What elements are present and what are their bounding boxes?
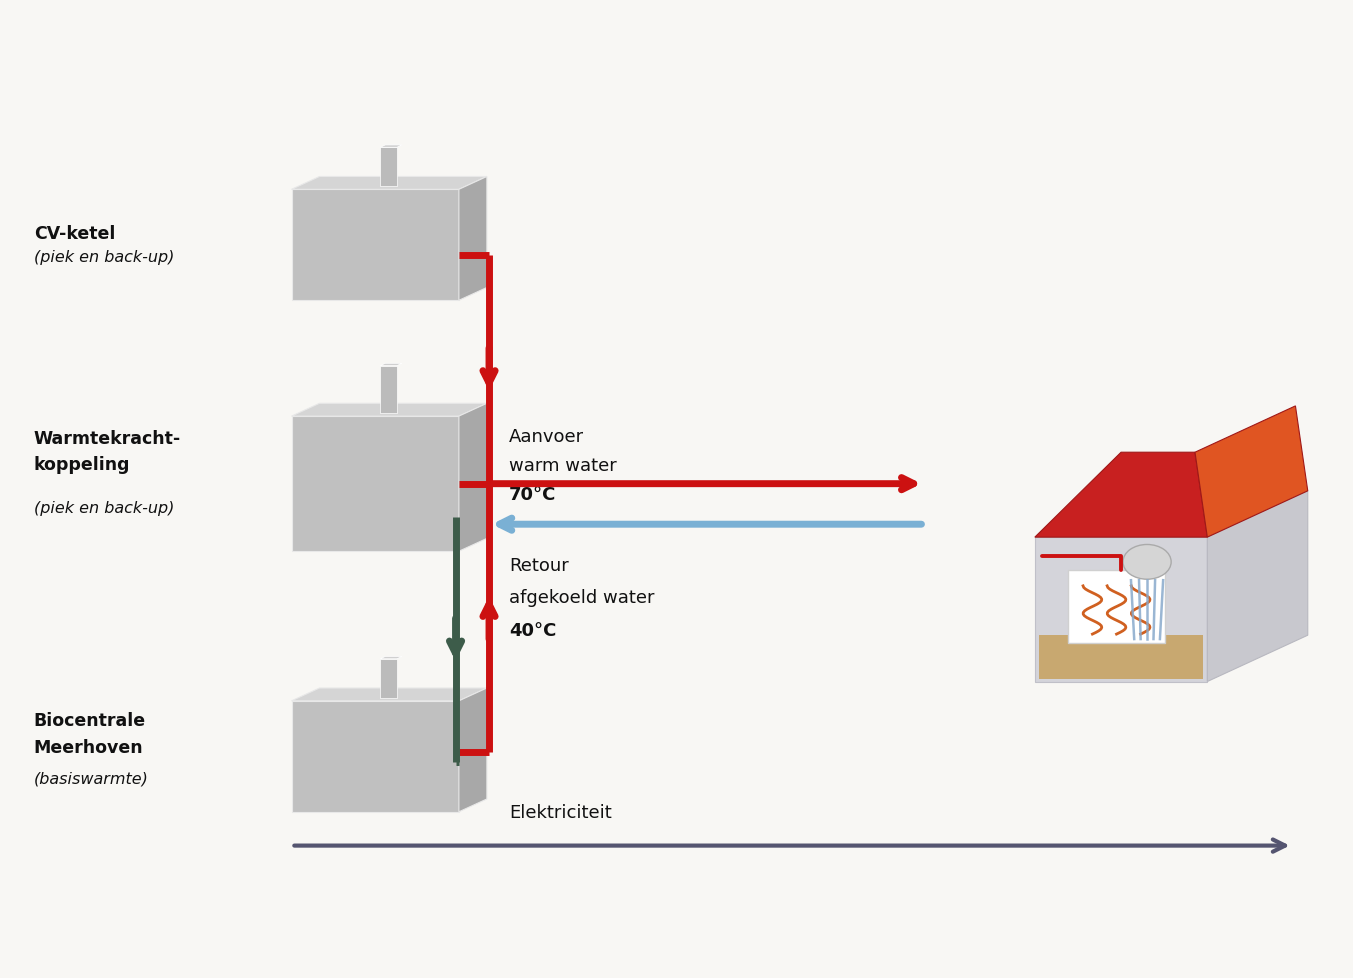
Polygon shape	[291, 689, 487, 701]
Polygon shape	[459, 177, 487, 301]
Polygon shape	[1207, 491, 1308, 682]
Polygon shape	[1035, 538, 1207, 682]
Text: koppeling: koppeling	[34, 456, 130, 474]
Text: (basiswarmte): (basiswarmte)	[34, 771, 149, 785]
Polygon shape	[291, 701, 459, 812]
Polygon shape	[380, 366, 396, 414]
Text: Meerhoven: Meerhoven	[34, 738, 143, 756]
Text: Biocentrale: Biocentrale	[34, 711, 146, 730]
Text: (piek en back-up): (piek en back-up)	[34, 250, 175, 265]
Polygon shape	[380, 659, 396, 698]
Text: (piek en back-up): (piek en back-up)	[34, 501, 175, 515]
Polygon shape	[291, 417, 459, 552]
Text: CV-ketel: CV-ketel	[34, 225, 115, 243]
Polygon shape	[291, 190, 459, 301]
Polygon shape	[380, 657, 402, 659]
Polygon shape	[291, 177, 487, 190]
Text: 40°C: 40°C	[509, 621, 556, 639]
Bar	[1069, 570, 1165, 643]
Text: Aanvoer: Aanvoer	[509, 427, 584, 446]
Polygon shape	[1195, 407, 1308, 538]
Polygon shape	[291, 404, 487, 417]
Text: Warmtekracht-: Warmtekracht-	[34, 430, 181, 448]
Polygon shape	[380, 364, 402, 366]
Polygon shape	[380, 148, 396, 187]
Polygon shape	[459, 404, 487, 552]
Polygon shape	[459, 689, 487, 812]
Circle shape	[1123, 545, 1172, 580]
Polygon shape	[1039, 635, 1203, 679]
Text: Elektriciteit: Elektriciteit	[509, 804, 612, 822]
Polygon shape	[380, 146, 402, 148]
Text: warm water: warm water	[509, 457, 617, 474]
Text: afgekoeld water: afgekoeld water	[509, 589, 655, 606]
Polygon shape	[1035, 453, 1207, 538]
Text: Retour: Retour	[509, 556, 568, 574]
Text: 70°C: 70°C	[509, 485, 556, 504]
